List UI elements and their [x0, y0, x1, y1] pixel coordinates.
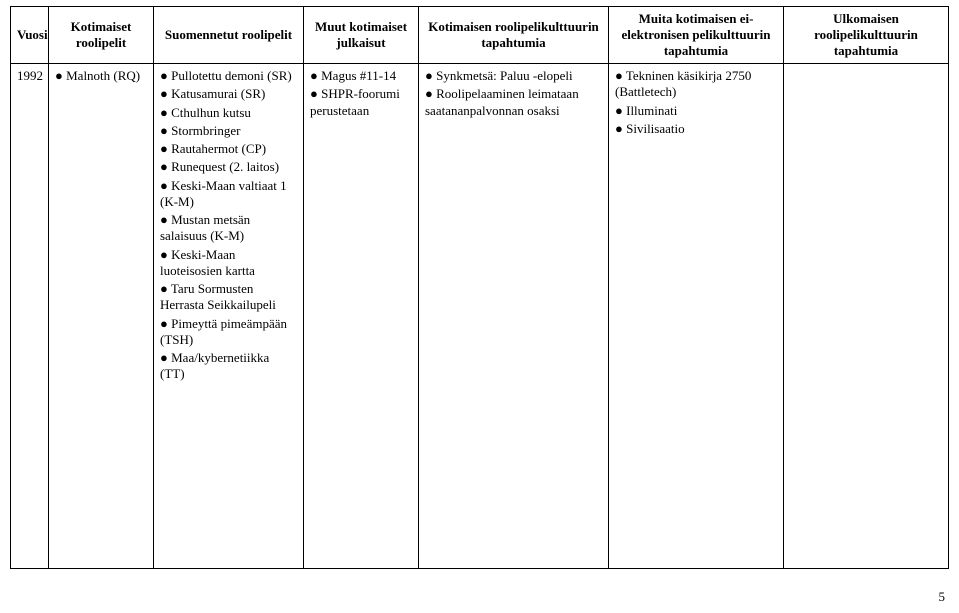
- header-kotimaiset-roolipelit: Kotimaiset roolipelit: [49, 7, 154, 64]
- header-kotimaisen-roolipelikulttuurin: Kotimaisen roolipelikulttuurin tapahtumi…: [419, 7, 609, 64]
- header-suomennetut-roolipelit: Suomennetut roolipelit: [154, 7, 304, 64]
- list-item: Keski-Maan valtiaat 1 (K-M): [160, 178, 297, 211]
- list-item: Pimeyttä pimeämpään (TSH): [160, 316, 297, 349]
- list-item: Synkmetsä: Paluu -elopeli: [425, 68, 602, 84]
- list-item: Maa/kybernetiikka (TT): [160, 350, 297, 383]
- list-c5: Tekninen käsikirja 2750 (Battletech) Illu…: [615, 68, 777, 137]
- cell-kotimaisen-tapahtumia: Synkmetsä: Paluu -elopeli Roolipelaaminen…: [419, 64, 609, 569]
- list-c1: Malnoth (RQ): [55, 68, 147, 84]
- table-row: 1992 Malnoth (RQ) Pullotettu demoni (SR)…: [11, 64, 949, 569]
- cell-muita-tapahtumia: Tekninen käsikirja 2750 (Battletech) Illu…: [609, 64, 784, 569]
- header-row: Vuosi Kotimaiset roolipelit Suomennetut …: [11, 7, 949, 64]
- cell-ulkomaisen-tapahtumia: [784, 64, 949, 569]
- cell-suomennetut-roolipelit: Pullotettu demoni (SR) Katusamurai (SR) Ct…: [154, 64, 304, 569]
- main-table: Vuosi Kotimaiset roolipelit Suomennetut …: [10, 6, 949, 569]
- list-item: Cthulhun kutsu: [160, 105, 297, 121]
- list-item: Tekninen käsikirja 2750 (Battletech): [615, 68, 777, 101]
- list-item: Mustan metsän salaisuus (K-M): [160, 212, 297, 245]
- header-ulkomaisen-roolipelikulttuurin: Ulkomaisen roolipelikulttuurin tapahtumi…: [784, 7, 949, 64]
- list-item: Roolipelaaminen leimataan saatananpalvon…: [425, 86, 602, 119]
- header-muita-kotimaisen-ei-elektronisen: Muita kotimaisen ei-elektronisen pelikul…: [609, 7, 784, 64]
- page-number: 5: [939, 589, 946, 605]
- header-muut-kotimaiset-julkaisut: Muut kotimaiset julkaisut: [304, 7, 419, 64]
- cell-year: 1992: [11, 64, 49, 569]
- cell-muut-kotimaiset-julkaisut: Magus #11-14 SHPR-foorumi perustetaan: [304, 64, 419, 569]
- list-c2: Pullotettu demoni (SR) Katusamurai (SR) Ct…: [160, 68, 297, 383]
- header-vuosi: Vuosi: [11, 7, 49, 64]
- list-c3: Magus #11-14 SHPR-foorumi perustetaan: [310, 68, 412, 119]
- list-item: Rautahermot (CP): [160, 141, 297, 157]
- page: Vuosi Kotimaiset roolipelit Suomennetut …: [0, 0, 959, 613]
- list-c4: Synkmetsä: Paluu -elopeli Roolipelaaminen…: [425, 68, 602, 119]
- list-item: Runequest (2. laitos): [160, 159, 297, 175]
- list-item: Sivilisaatio: [615, 121, 777, 137]
- list-item: Pullotettu demoni (SR): [160, 68, 297, 84]
- cell-kotimaiset-roolipelit: Malnoth (RQ): [49, 64, 154, 569]
- list-item: Taru Sormusten Herrasta Seikkailupeli: [160, 281, 297, 314]
- list-item: Katusamurai (SR): [160, 86, 297, 102]
- list-item: Stormbringer: [160, 123, 297, 139]
- list-item: Malnoth (RQ): [55, 68, 147, 84]
- list-item: Keski-Maan luoteisosien kartta: [160, 247, 297, 280]
- list-item: Magus #11-14: [310, 68, 412, 84]
- list-item: SHPR-foorumi perustetaan: [310, 86, 412, 119]
- list-item: Illuminati: [615, 103, 777, 119]
